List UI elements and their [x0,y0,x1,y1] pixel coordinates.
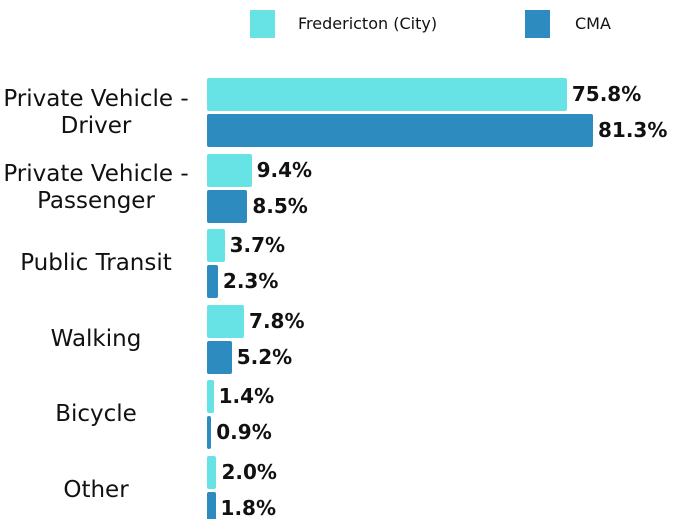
bar [207,153,252,187]
value-label: 2.0% [221,459,277,484]
legend-label: Fredericton (City) [298,14,438,33]
value-label: 9.4% [256,157,313,182]
category-label: Private Vehicle - Driver [3,85,189,139]
legend-swatch [525,10,550,38]
value-label: 8.5% [252,193,308,218]
value-label: 1.8% [220,495,276,519]
value-label: 5.2% [236,344,293,369]
value-label: 7.8% [249,308,305,333]
category-label: Bicycle [55,401,137,427]
bar [207,189,248,223]
bar [207,78,567,111]
bar [207,340,232,374]
value-label: 1.4% [218,384,275,408]
bar [207,114,593,147]
bar [207,265,218,298]
category-label: Walking [50,325,142,352]
value-label: 75.8% [571,82,642,106]
bar [207,380,214,413]
bar [207,455,217,489]
bar [207,416,212,449]
category-label: Private Vehicle - Passenger [3,161,189,214]
bar [207,491,216,519]
legend-swatch [250,10,275,38]
value-label: 3.7% [229,233,286,257]
legend-label: CMA [575,14,611,33]
category-label: Other [63,476,129,503]
bar [207,229,225,262]
value-label: 2.3% [222,269,279,293]
category-label: Public Transit [20,250,172,276]
bar [207,304,245,338]
value-label: 81.3% [598,118,668,142]
value-label: 0.9% [216,420,272,444]
